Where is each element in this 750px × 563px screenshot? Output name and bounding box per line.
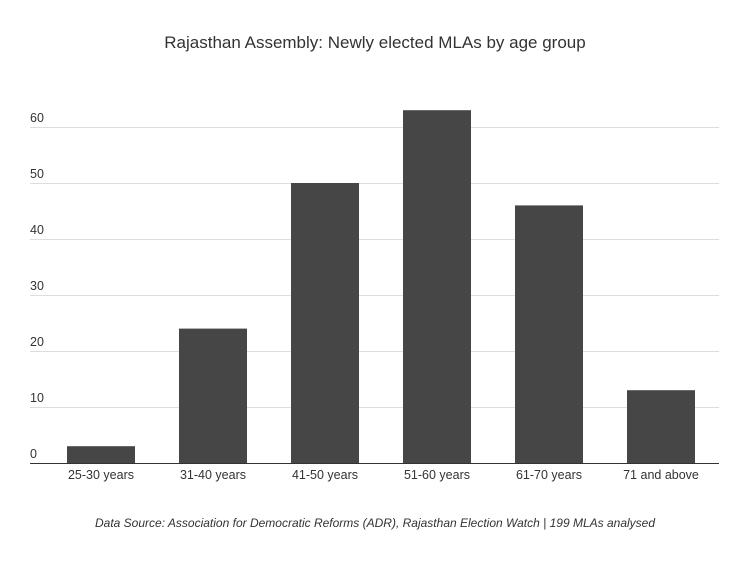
y-tick-label: 0 [30, 447, 37, 461]
y-axis-tick-labels: 0 10 20 30 40 50 60 [30, 111, 44, 461]
bar [179, 328, 247, 463]
x-category-label: 31-40 years [180, 468, 246, 482]
bar [403, 110, 471, 463]
y-tick-label: 50 [30, 167, 44, 181]
y-tick-label: 20 [30, 335, 44, 349]
x-category-label: 41-50 years [292, 468, 358, 482]
bar [627, 390, 695, 463]
bar [515, 205, 583, 463]
y-tick-label: 30 [30, 279, 44, 293]
y-tick-label: 10 [30, 391, 44, 405]
source-note: Data Source: Association for Democratic … [95, 516, 655, 530]
gridlines [30, 127, 719, 408]
x-category-label: 61-70 years [516, 468, 582, 482]
bar [291, 183, 359, 463]
x-category-label: 51-60 years [404, 468, 470, 482]
bars [67, 110, 695, 463]
bar [67, 446, 135, 463]
y-tick-label: 60 [30, 111, 44, 125]
chart-title: Rajasthan Assembly: Newly elected MLAs b… [164, 33, 585, 52]
x-axis-category-labels: 25-30 years 31-40 years 41-50 years 51-60 y… [68, 468, 699, 482]
x-category-label: 25-30 years [68, 468, 134, 482]
y-tick-label: 40 [30, 223, 44, 237]
x-category-label: 71 and above [623, 468, 699, 482]
